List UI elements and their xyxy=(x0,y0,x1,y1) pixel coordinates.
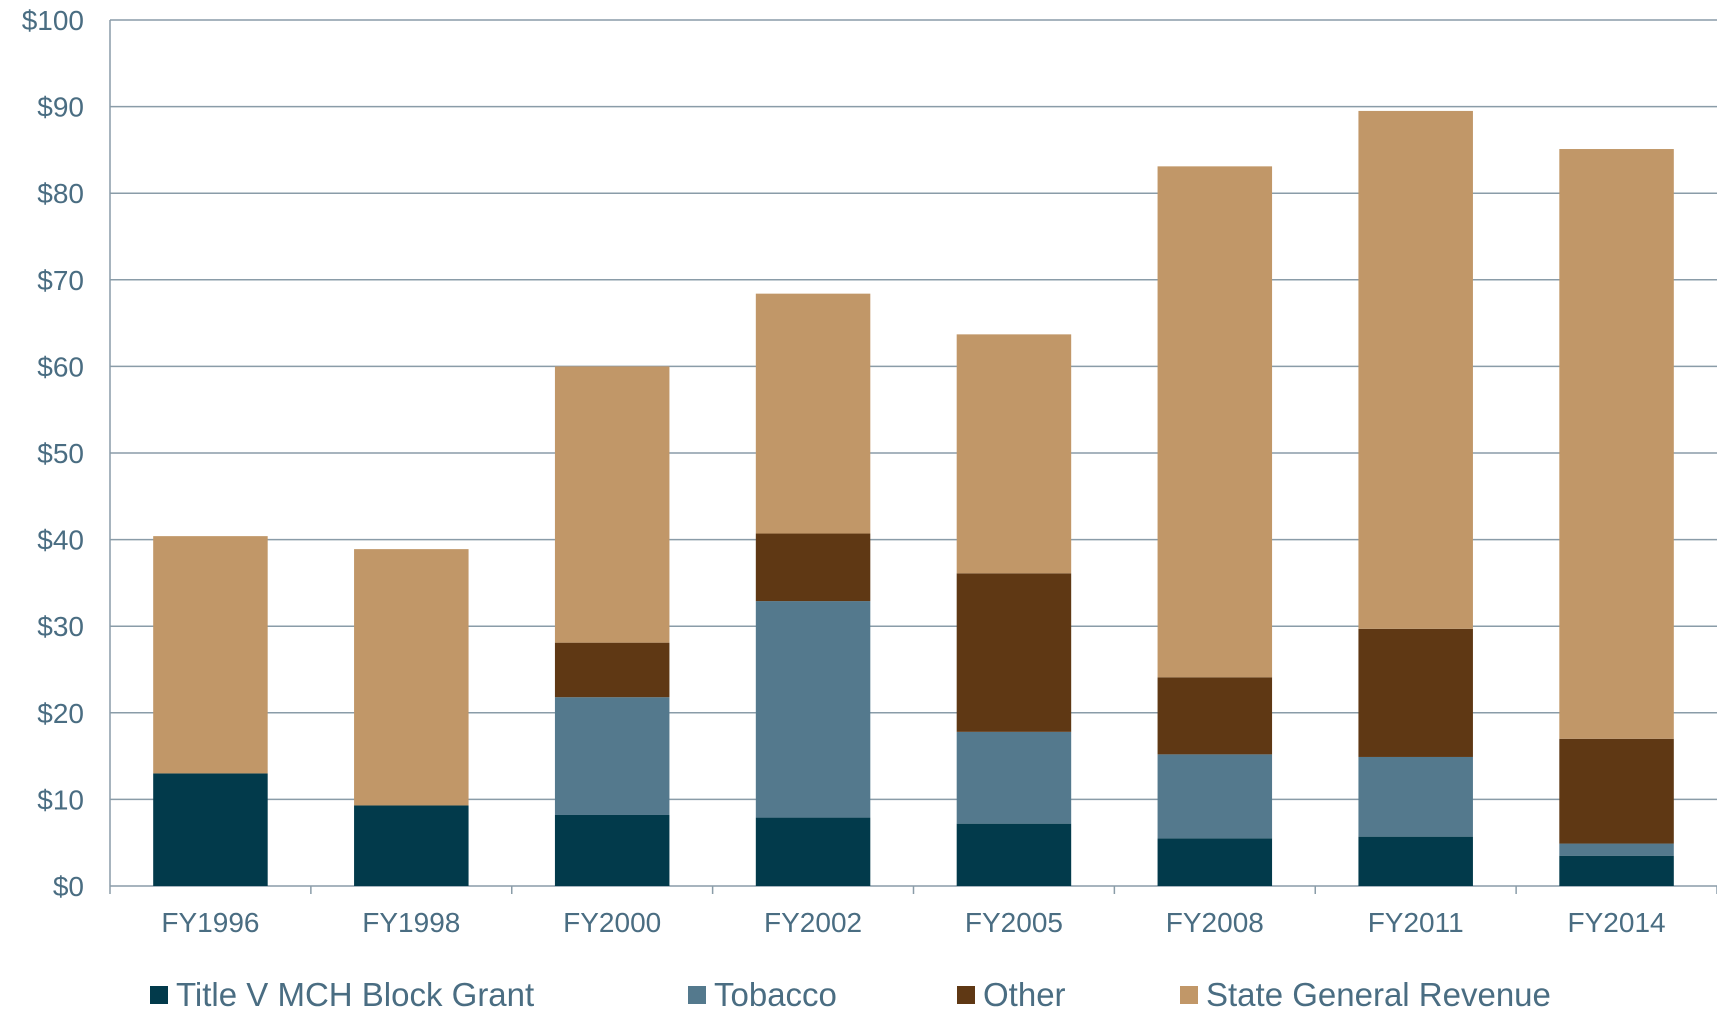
legend-item: Tobacco xyxy=(688,975,837,1015)
bar-segment-state-general-revenue-fy2014 xyxy=(1559,149,1674,739)
bar-segment-state-general-revenue-fy1996 xyxy=(153,536,268,774)
bar-segment-title-v-mch-block-grant-fy1996 xyxy=(153,773,268,886)
bar-segment-state-general-revenue-fy2008 xyxy=(1157,166,1273,678)
bar-segment-state-general-revenue-fy2000 xyxy=(554,366,670,643)
bar-segment-tobacco-fy2011 xyxy=(1358,756,1473,837)
y-tick-label: $10 xyxy=(37,784,84,815)
y-tick-label: $30 xyxy=(37,611,84,642)
y-tick-label: $50 xyxy=(37,438,84,469)
bar-segment-other-fy2008 xyxy=(1157,677,1273,755)
legend: Title V MCH Block Grant Tobacco Other State… xyxy=(0,975,1717,1015)
x-tick-label: FY1998 xyxy=(362,907,460,938)
bar-segment-title-v-mch-block-grant-fy1998 xyxy=(354,805,469,886)
y-tick-label: $40 xyxy=(37,525,84,556)
x-tick-label: FY2005 xyxy=(965,907,1063,938)
x-tick-label: FY2000 xyxy=(563,907,661,938)
bar-segment-title-v-mch-block-grant-fy2011 xyxy=(1358,836,1473,886)
axes xyxy=(109,20,1717,894)
bar-segment-state-general-revenue-fy2005 xyxy=(956,334,1072,574)
bar-segment-other-fy2014 xyxy=(1559,738,1674,844)
bar-segment-title-v-mch-block-grant-fy2005 xyxy=(956,823,1072,886)
bar-segment-other-fy2000 xyxy=(554,642,670,698)
bar-segment-tobacco-fy2000 xyxy=(554,697,670,815)
legend-swatch xyxy=(688,986,706,1004)
legend-label: Other xyxy=(983,976,1066,1013)
y-tick-label: $20 xyxy=(37,698,84,729)
bar-segment-tobacco-fy2002 xyxy=(755,601,871,818)
x-tick-label: FY2014 xyxy=(1568,907,1666,938)
y-tick-label: $60 xyxy=(37,351,84,382)
bar-segment-tobacco-fy2014 xyxy=(1559,843,1674,856)
legend-swatch xyxy=(957,986,975,1004)
x-tick-label: FY2002 xyxy=(764,907,862,938)
legend-item: State General Revenue xyxy=(1180,975,1551,1015)
y-tick-label: $90 xyxy=(37,92,84,123)
gridlines xyxy=(110,19,1717,887)
x-tick-label: FY2008 xyxy=(1166,907,1264,938)
bar-segment-title-v-mch-block-grant-fy2000 xyxy=(554,814,670,886)
x-tick-label: FY2011 xyxy=(1368,907,1464,938)
y-tick-label: $0 xyxy=(53,871,84,902)
bar-segment-tobacco-fy2005 xyxy=(956,731,1072,824)
bar-segment-other-fy2011 xyxy=(1358,628,1473,757)
axis-labels: $0 $10 $20 $30 $40 $50 $60 $70 $80 $90 $100 FY1996 F… xyxy=(22,5,1666,938)
legend-swatch xyxy=(150,986,168,1004)
bar-segment-state-general-revenue-fy2011 xyxy=(1358,110,1473,629)
bar-segment-state-general-revenue-fy1998 xyxy=(354,549,469,806)
bar-segment-title-v-mch-block-grant-fy2002 xyxy=(755,817,871,886)
bar-segment-other-fy2005 xyxy=(956,573,1072,732)
y-tick-label: $70 xyxy=(37,265,84,296)
bar-segment-title-v-mch-block-grant-fy2008 xyxy=(1157,838,1273,886)
bars xyxy=(153,110,1674,886)
x-tick-label: FY1996 xyxy=(161,907,259,938)
legend-item: Other xyxy=(957,975,1066,1015)
chart-svg: $0 $10 $20 $30 $40 $50 $60 $70 $80 $90 $100 FY1996 F… xyxy=(22,5,1717,938)
legend-label: Tobacco xyxy=(714,976,837,1013)
legend-label: Title V MCH Block Grant xyxy=(176,976,535,1013)
bar-segment-other-fy2002 xyxy=(755,533,871,602)
bar-segment-title-v-mch-block-grant-fy2014 xyxy=(1559,855,1674,886)
y-tick-label: $80 xyxy=(37,178,84,209)
bar-segment-tobacco-fy2008 xyxy=(1157,754,1273,839)
y-tick-label: $100 xyxy=(22,5,84,36)
legend-item: Title V MCH Block Grant xyxy=(150,975,534,1015)
legend-swatch xyxy=(1180,986,1198,1004)
bar-segment-state-general-revenue-fy2002 xyxy=(755,293,871,534)
legend-label: State General Revenue xyxy=(1206,976,1551,1013)
